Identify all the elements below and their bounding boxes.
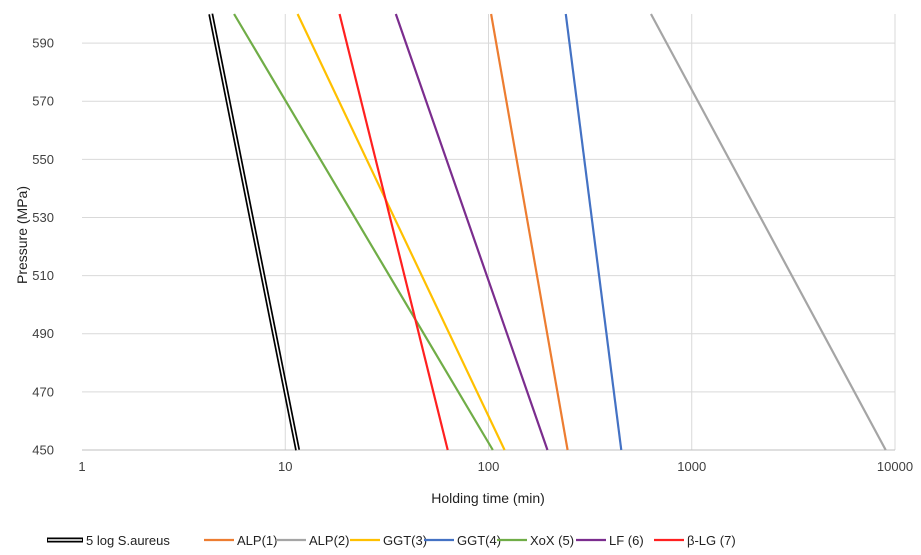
- series-line-1: [208, 13, 301, 451]
- x-tick-label: 10000: [877, 459, 913, 474]
- y-tick-label: 590: [32, 36, 54, 51]
- x-tick-label: 1000: [677, 459, 706, 474]
- y-tick-label: 450: [32, 443, 54, 458]
- y-tick-label: 570: [32, 94, 54, 109]
- series-line-inner: [209, 13, 299, 451]
- series-line-path: [233, 13, 494, 451]
- series-line-path: [564, 13, 623, 451]
- gridlines: [82, 14, 896, 451]
- legend-item-2: ALP(1): [204, 533, 277, 548]
- legend-label: GGT(3): [383, 533, 427, 548]
- y-tick-label: 510: [32, 268, 54, 283]
- series-line-6: [233, 13, 494, 451]
- legend-label: LF (6): [609, 533, 644, 548]
- legend-item-3: ALP(2): [276, 533, 349, 548]
- legend-label: ALP(1): [237, 533, 277, 548]
- legend-item-7: LF (6): [576, 533, 644, 548]
- series-line-path: [650, 13, 887, 451]
- series-line-2: [490, 13, 569, 451]
- legend-label: GGT(4): [457, 533, 501, 548]
- y-axis-ticks: 450 470 490 510 530 550 570 590: [32, 36, 54, 458]
- series-line-7: [394, 13, 549, 451]
- y-tick-label: 470: [32, 384, 54, 399]
- x-tick-label: 10: [278, 459, 292, 474]
- series-line-4: [296, 13, 506, 451]
- legend-item-6: XoX (5): [497, 533, 574, 548]
- series-line-path: [338, 13, 449, 451]
- legend-label: 5 log S.aureus: [86, 533, 170, 548]
- x-tick-label: 100: [478, 459, 500, 474]
- series-line-8: [338, 13, 449, 451]
- legend-label: ALP(2): [309, 533, 349, 548]
- series-lines: [208, 13, 887, 451]
- x-axis-title: Holding time (min): [431, 490, 545, 506]
- x-axis-ticks: 1 10 100 1000 10000: [78, 459, 913, 474]
- series-line-path: [490, 13, 569, 451]
- legend-label: β-LG (7): [687, 533, 736, 548]
- y-tick-label: 530: [32, 210, 54, 225]
- legend-item-4: GGT(3): [350, 533, 427, 548]
- series-line-5: [564, 13, 623, 451]
- series-line-path: [296, 13, 506, 451]
- legend-label: XoX (5): [530, 533, 574, 548]
- legend-item-5: GGT(4): [424, 533, 501, 548]
- y-axis-title: Pressure (MPa): [14, 186, 30, 284]
- series-line-path: [394, 13, 549, 451]
- legend: 5 log S.aureus ALP(1) ALP(2) GGT(3) GGT(4) Xo…: [47, 533, 736, 548]
- legend-item-1: 5 log S.aureus: [47, 533, 170, 548]
- x-tick-label: 1: [78, 459, 85, 474]
- legend-item-8: β-LG (7): [654, 533, 736, 548]
- y-tick-label: 490: [32, 326, 54, 341]
- y-tick-label: 550: [32, 152, 54, 167]
- series-line-3: [650, 13, 887, 451]
